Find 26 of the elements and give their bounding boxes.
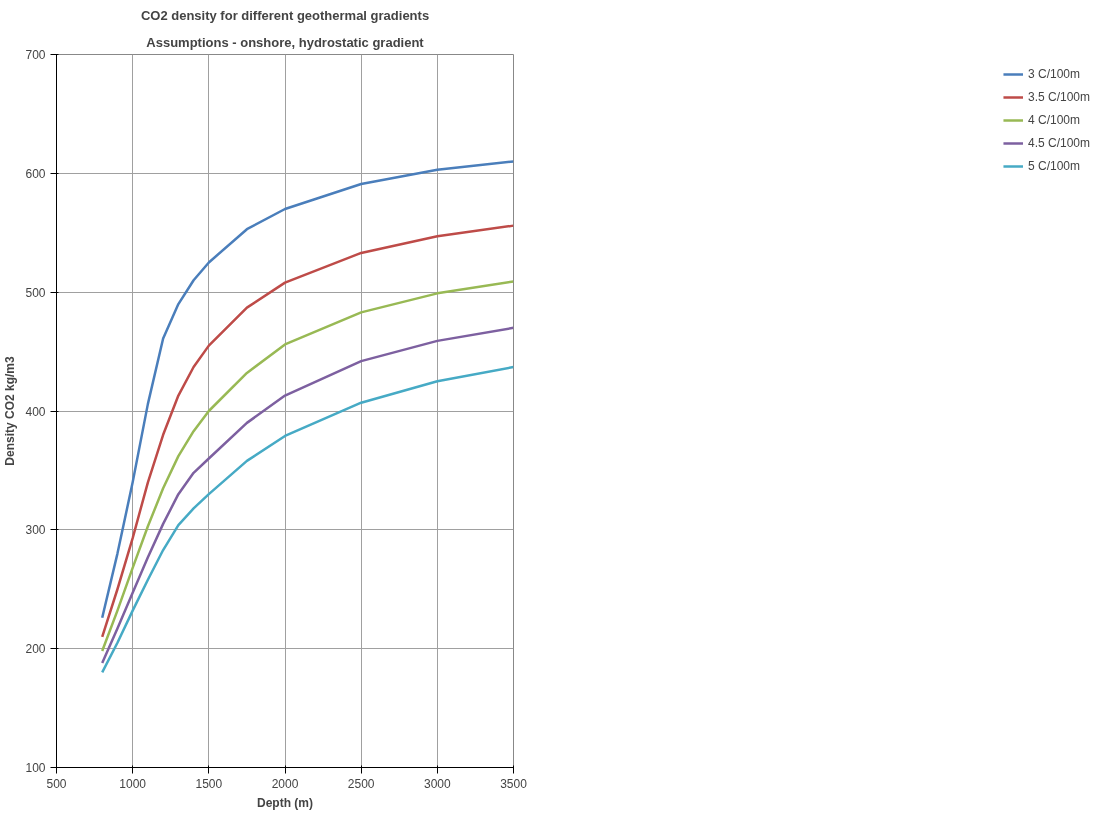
line-series xyxy=(100,160,514,620)
legend-label: 4 C/100m xyxy=(1027,113,1080,127)
x-tick-label: 1000 xyxy=(119,776,147,791)
legend-label: 4.5 C/100m xyxy=(1027,136,1090,150)
legend-label: 3.5 C/100m xyxy=(1027,90,1090,104)
y-tick-label: 300 xyxy=(25,523,46,538)
x-tick-label: 3000 xyxy=(423,776,452,791)
y-tick-label: 700 xyxy=(25,48,46,62)
y-tick-label: 500 xyxy=(25,285,46,300)
line-series xyxy=(100,280,514,653)
y-tick-label: 400 xyxy=(25,404,46,419)
y-tick-label: 100 xyxy=(25,761,46,775)
chart-subtitle: Assumptions - onshore, hydrostatic gradient xyxy=(146,34,425,50)
legend-label: 3 C/100m xyxy=(1027,67,1080,81)
x-axis-title: Depth (m) xyxy=(257,795,313,810)
x-tick-label: 2000 xyxy=(271,776,299,791)
x-tick-label: 1500 xyxy=(195,776,223,791)
legend-label: 5 C/100m xyxy=(1027,159,1080,173)
x-tick-label: 3500 xyxy=(500,776,528,791)
line-series xyxy=(100,224,514,639)
y-tick-label: 600 xyxy=(25,166,46,181)
y-axis-title: Density CO2 kg/m3 xyxy=(3,355,18,466)
x-tick-label: 2500 xyxy=(347,776,375,791)
x-tick-label: 500 xyxy=(46,776,67,791)
y-tick-label: 200 xyxy=(25,642,46,657)
chart-title: CO2 density for different geothermal gradients xyxy=(140,7,430,23)
